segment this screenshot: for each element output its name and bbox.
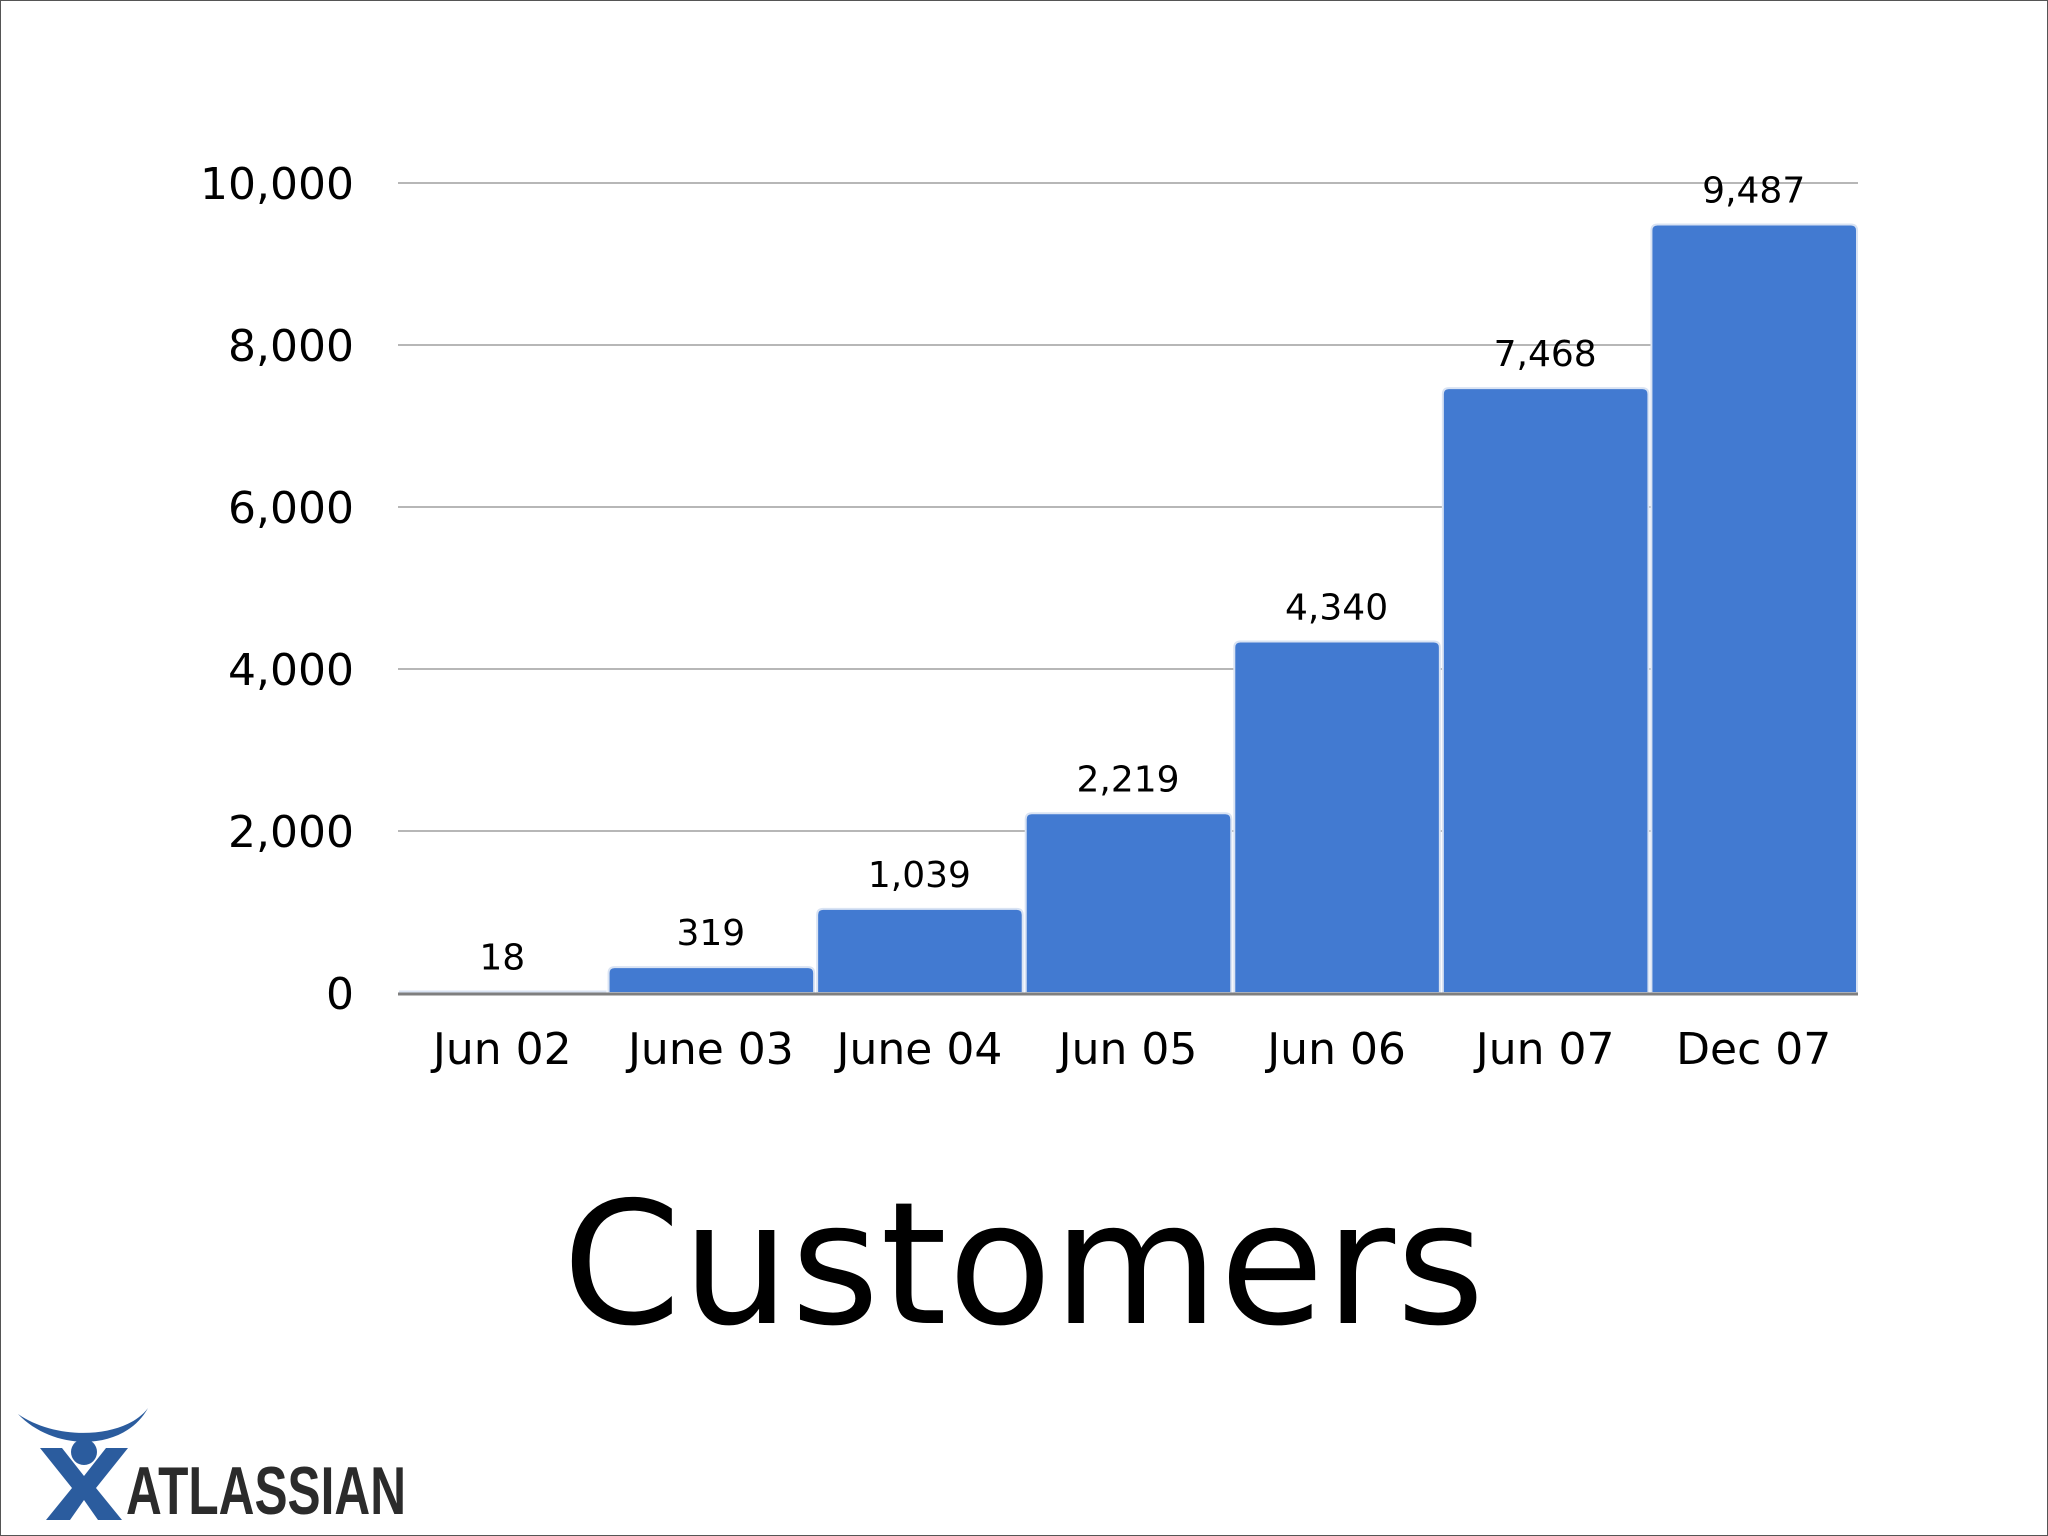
bar xyxy=(1650,223,1858,994)
bar xyxy=(1024,812,1233,994)
x-tick-label: Dec 07 xyxy=(1676,1024,1831,1075)
bars xyxy=(399,223,1858,994)
data-label: 1,039 xyxy=(868,855,971,896)
x-tick-label: Jun 05 xyxy=(1056,1024,1198,1075)
slide-title: Customers xyxy=(562,1166,1486,1364)
data-label: 4,340 xyxy=(1285,587,1388,628)
data-label: 2,219 xyxy=(1076,759,1179,800)
data-label: 18 xyxy=(479,938,525,979)
y-tick-label: 2,000 xyxy=(228,807,354,858)
x-tick-label: Jun 06 xyxy=(1264,1024,1406,1075)
data-label: 7,468 xyxy=(1494,334,1597,375)
y-tick-label: 0 xyxy=(326,969,354,1020)
y-tick-label: 10,000 xyxy=(200,159,354,210)
y-tick-label: 8,000 xyxy=(228,321,354,372)
x-tick-label: Jun 02 xyxy=(430,1024,572,1075)
bar xyxy=(1233,640,1441,994)
x-axis-tick-labels: Jun 02 June 03 June 04 Jun 05 Jun 06 Jun 07 De… xyxy=(430,1024,1831,1075)
x-tick-label: June 03 xyxy=(625,1024,794,1075)
x-tick-label: Jun 07 xyxy=(1473,1024,1615,1075)
y-axis-tick-labels: 0 2,000 4,000 6,000 8,000 10,000 xyxy=(200,159,354,1020)
atlassian-logo: ATLASSIAN xyxy=(14,1404,414,1522)
bar xyxy=(607,966,816,994)
data-label: 319 xyxy=(676,913,745,954)
x-tick-label: June 04 xyxy=(834,1024,1003,1075)
bar xyxy=(1441,387,1650,994)
data-labels: 18 319 1,039 2,219 4,340 7,468 9,487 xyxy=(479,171,1805,979)
data-label: 9,487 xyxy=(1702,171,1805,212)
logo-brand-text: ATLASSIAN xyxy=(126,1453,406,1522)
y-tick-label: 4,000 xyxy=(228,645,354,696)
bar xyxy=(816,907,1024,994)
y-tick-label: 6,000 xyxy=(228,483,354,534)
atlassian-logo-icon xyxy=(18,1408,148,1520)
